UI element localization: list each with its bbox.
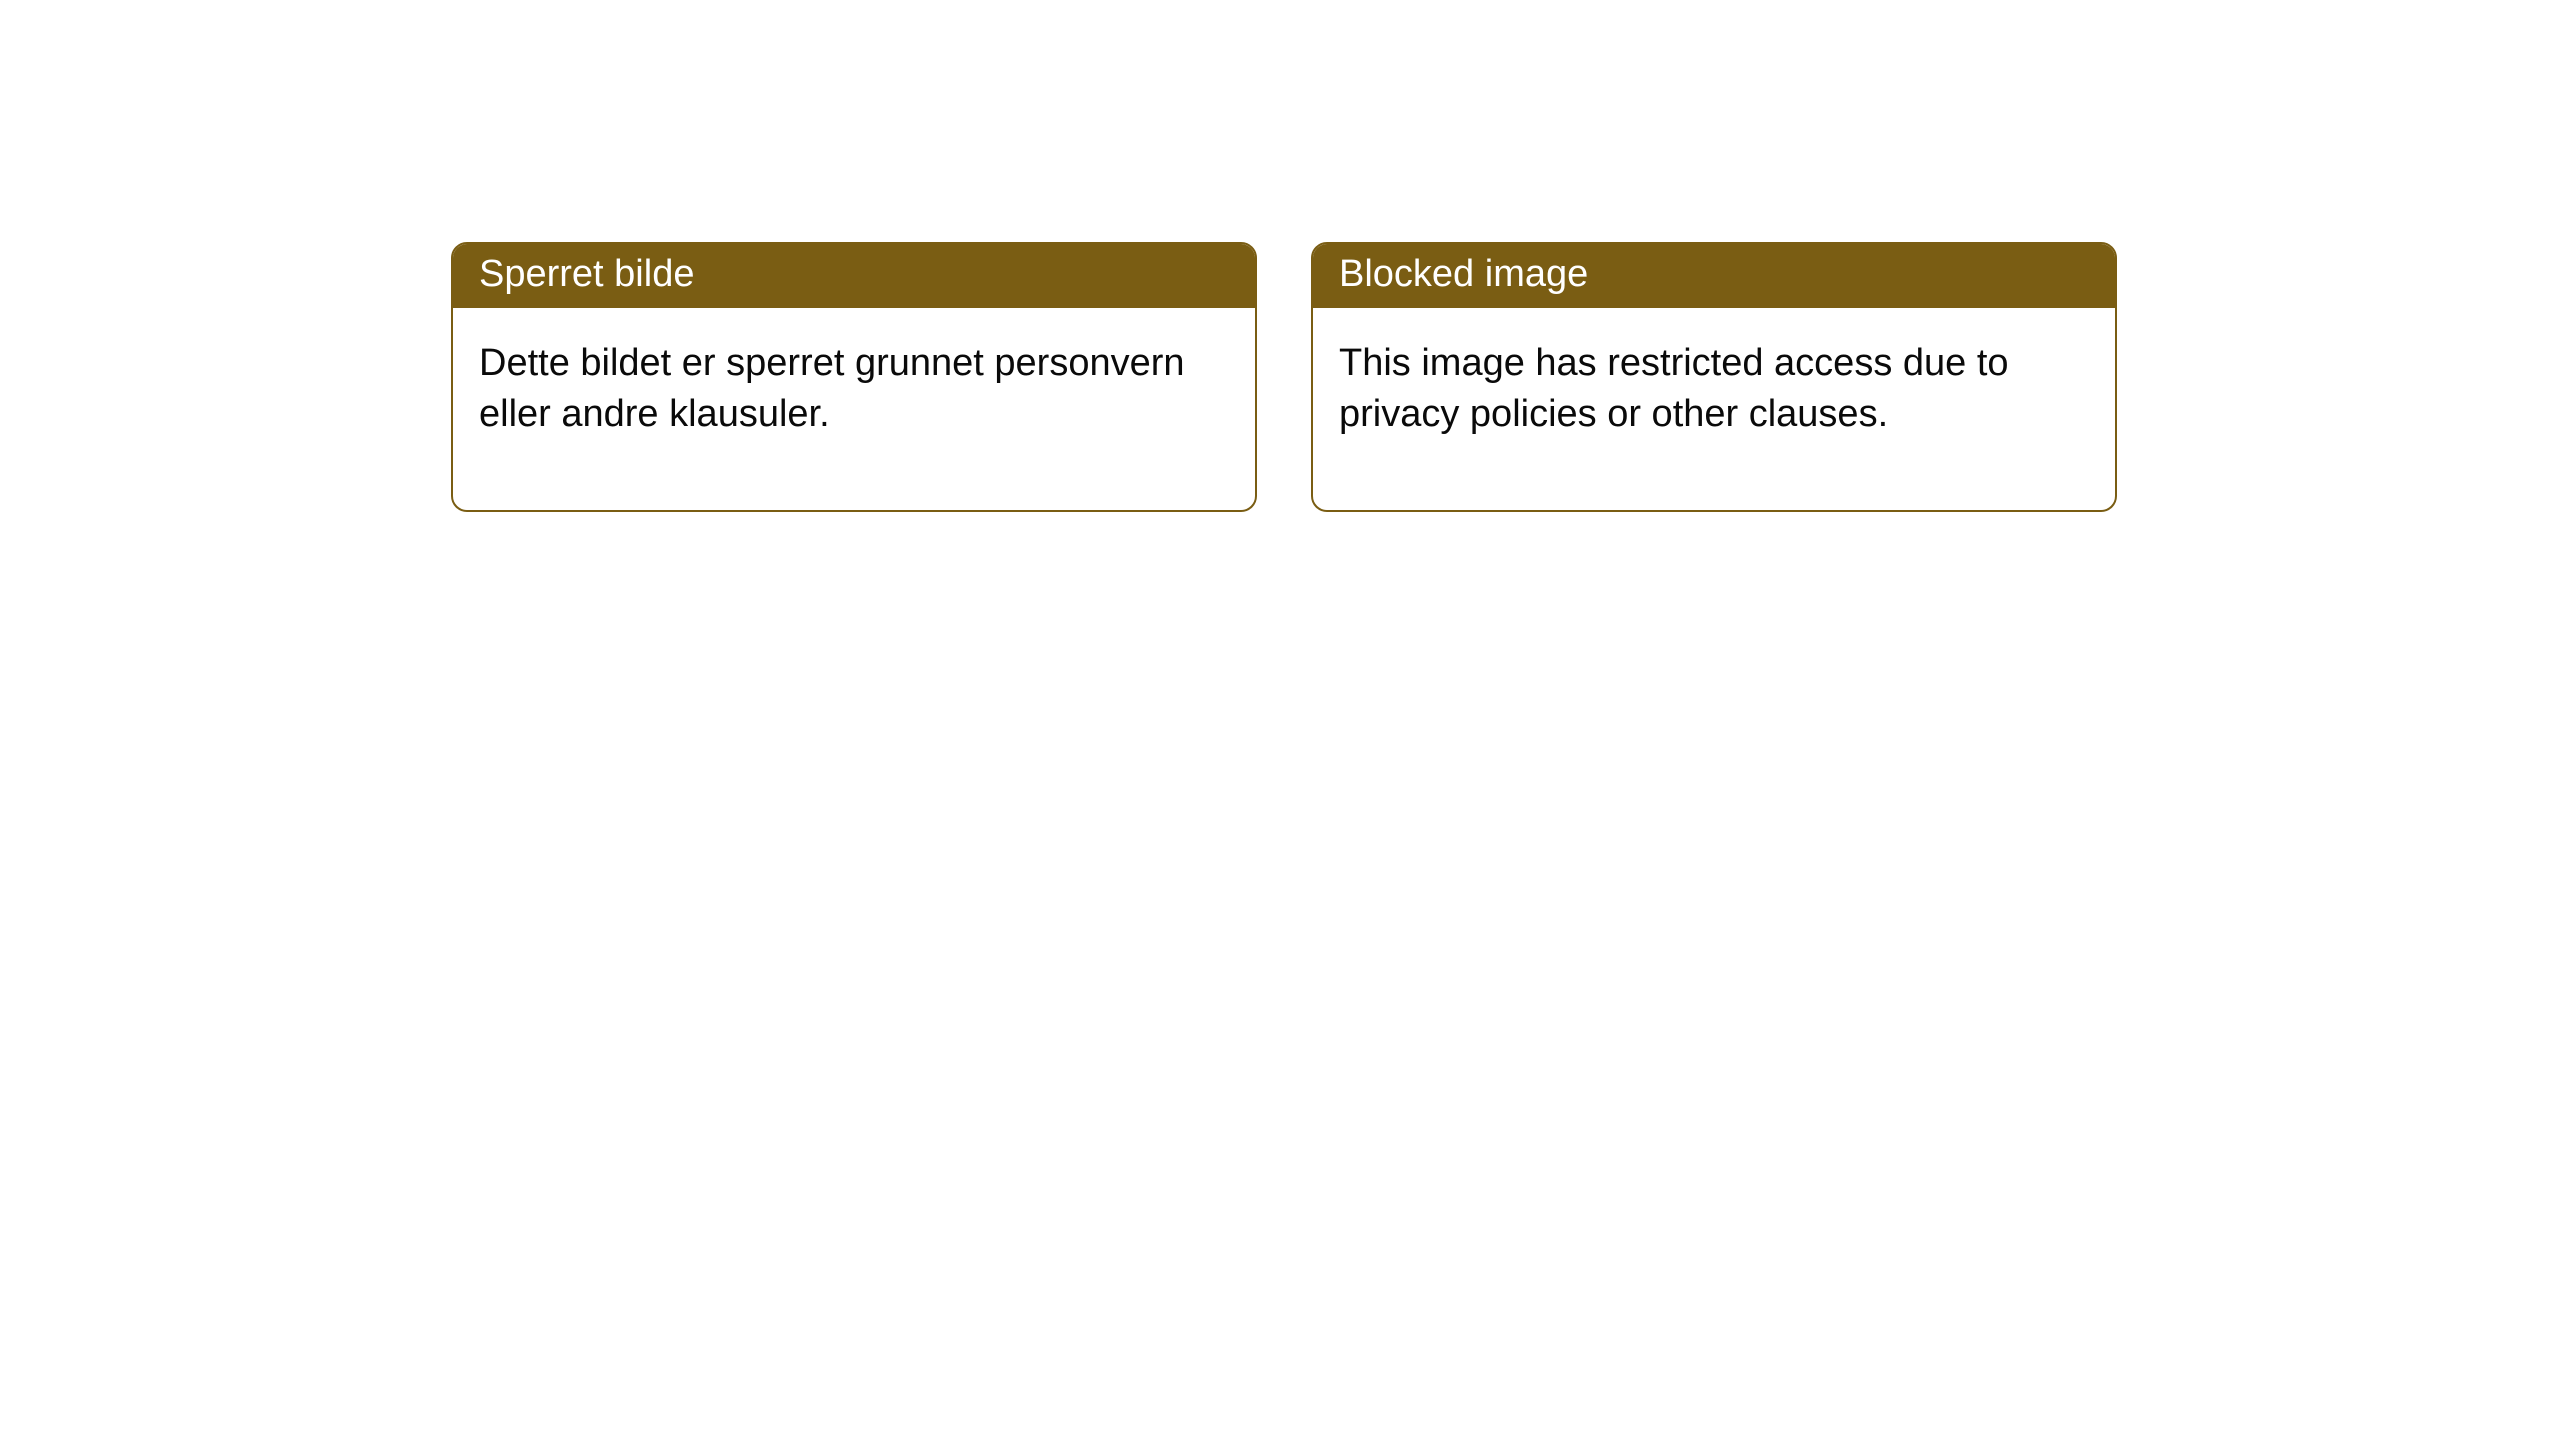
notice-header: Sperret bilde (453, 244, 1255, 308)
notice-body: Dette bildet er sperret grunnet personve… (453, 308, 1255, 511)
notice-box-english: Blocked image This image has restricted … (1311, 242, 2117, 512)
notice-container: Sperret bilde Dette bildet er sperret gr… (0, 0, 2560, 512)
notice-header: Blocked image (1313, 244, 2115, 308)
notice-box-norwegian: Sperret bilde Dette bildet er sperret gr… (451, 242, 1257, 512)
notice-body: This image has restricted access due to … (1313, 308, 2115, 511)
